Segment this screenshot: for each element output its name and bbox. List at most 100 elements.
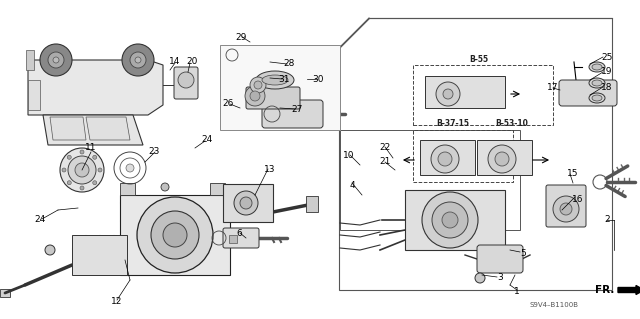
Polygon shape <box>50 117 86 140</box>
Bar <box>28 80 40 110</box>
Circle shape <box>254 81 262 89</box>
Bar <box>72 235 127 275</box>
Text: 11: 11 <box>85 144 97 152</box>
Circle shape <box>422 192 478 248</box>
Text: B-55: B-55 <box>469 56 488 64</box>
Text: 21: 21 <box>380 158 390 167</box>
Text: 5: 5 <box>520 249 526 257</box>
FancyBboxPatch shape <box>246 87 300 109</box>
FancyBboxPatch shape <box>477 245 523 273</box>
Circle shape <box>178 72 194 88</box>
Circle shape <box>245 86 265 106</box>
Text: 19: 19 <box>601 68 612 77</box>
Bar <box>210 183 225 195</box>
Circle shape <box>126 164 134 172</box>
FancyArrow shape <box>618 286 640 294</box>
Text: 27: 27 <box>291 105 303 114</box>
Circle shape <box>80 150 84 154</box>
Bar <box>413 65 553 125</box>
Polygon shape <box>339 18 612 290</box>
FancyBboxPatch shape <box>262 100 323 128</box>
Text: 2: 2 <box>604 216 610 225</box>
Text: 6: 6 <box>236 228 242 238</box>
Circle shape <box>45 245 55 255</box>
Circle shape <box>40 44 72 76</box>
Circle shape <box>438 152 452 166</box>
FancyBboxPatch shape <box>223 228 259 248</box>
Text: FR.: FR. <box>595 285 614 295</box>
Circle shape <box>161 183 169 191</box>
Bar <box>229 235 237 243</box>
Ellipse shape <box>589 62 605 72</box>
Polygon shape <box>43 115 143 145</box>
Text: B-37-15: B-37-15 <box>436 120 470 129</box>
Circle shape <box>93 155 97 159</box>
Ellipse shape <box>262 75 288 85</box>
Text: 12: 12 <box>111 298 123 307</box>
FancyBboxPatch shape <box>559 80 617 106</box>
Circle shape <box>48 52 64 68</box>
Circle shape <box>431 145 459 173</box>
Circle shape <box>53 57 59 63</box>
Circle shape <box>60 148 104 192</box>
Circle shape <box>432 202 468 238</box>
Text: 3: 3 <box>497 273 503 283</box>
Text: 17: 17 <box>547 83 559 92</box>
Circle shape <box>62 168 66 172</box>
Bar <box>413 130 513 182</box>
Text: 20: 20 <box>186 57 198 66</box>
Circle shape <box>151 211 199 259</box>
Circle shape <box>553 196 579 222</box>
Circle shape <box>68 156 96 184</box>
Circle shape <box>137 197 213 273</box>
Circle shape <box>130 52 146 68</box>
Circle shape <box>436 82 460 106</box>
Text: 28: 28 <box>284 58 294 68</box>
Text: 1: 1 <box>514 287 520 296</box>
Ellipse shape <box>256 71 294 89</box>
Circle shape <box>135 57 141 63</box>
Text: 10: 10 <box>343 151 355 160</box>
Circle shape <box>234 191 258 215</box>
Circle shape <box>163 223 187 247</box>
Bar <box>420 140 475 175</box>
Text: 30: 30 <box>312 75 324 84</box>
Circle shape <box>93 181 97 185</box>
Text: 25: 25 <box>602 53 612 62</box>
Text: 26: 26 <box>222 100 234 108</box>
Text: 24: 24 <box>35 214 45 224</box>
Text: 29: 29 <box>236 33 246 41</box>
Circle shape <box>443 89 453 99</box>
FancyBboxPatch shape <box>174 67 198 99</box>
Bar <box>220 45 340 130</box>
Bar <box>405 190 505 250</box>
Text: B-53-10: B-53-10 <box>495 120 529 129</box>
Text: S9V4–B1100B: S9V4–B1100B <box>529 302 579 308</box>
Text: 18: 18 <box>601 83 612 92</box>
Circle shape <box>67 181 71 185</box>
Circle shape <box>250 77 266 93</box>
Ellipse shape <box>589 93 605 103</box>
Circle shape <box>98 168 102 172</box>
Bar <box>477 140 532 175</box>
FancyBboxPatch shape <box>546 185 586 227</box>
Ellipse shape <box>592 95 602 101</box>
Text: 24: 24 <box>202 135 212 144</box>
Ellipse shape <box>592 80 602 86</box>
Text: 13: 13 <box>264 165 276 174</box>
Text: 23: 23 <box>148 147 160 157</box>
Ellipse shape <box>592 64 602 70</box>
Bar <box>340 130 520 230</box>
Circle shape <box>67 155 71 159</box>
Ellipse shape <box>589 78 605 88</box>
Text: 16: 16 <box>572 195 584 204</box>
Text: 4: 4 <box>349 181 355 189</box>
Circle shape <box>250 91 260 101</box>
Text: 22: 22 <box>380 143 390 152</box>
Circle shape <box>475 273 485 283</box>
Circle shape <box>80 186 84 190</box>
Bar <box>223 184 273 222</box>
Polygon shape <box>86 117 130 140</box>
Bar <box>120 183 135 195</box>
Text: 14: 14 <box>170 57 180 66</box>
